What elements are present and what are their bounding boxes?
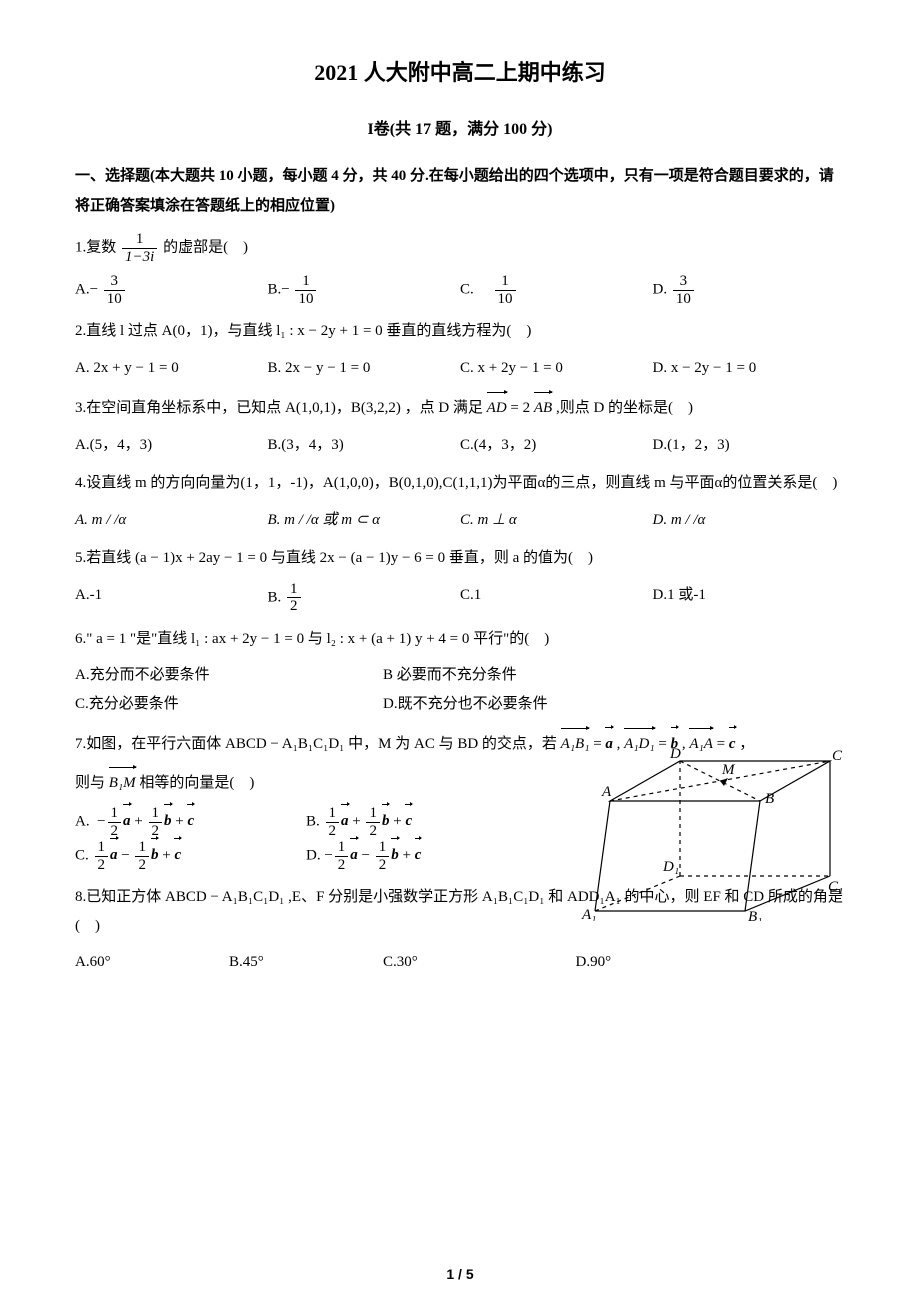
q7-opt-d: D. −12a − 12b + c (306, 839, 537, 873)
q4-opt-b: B. m / /α 或 m ⊂ α (268, 506, 461, 535)
q3-opt-a: A.(5，4，3) (75, 431, 268, 460)
q1-opt-d: D. 310 (653, 273, 846, 307)
q5-opt-b: B. 12 (268, 581, 461, 615)
q6-stem: 6." a = 1 "是"直线 l₁ : ax + 2y − 1 = 0 与 l… (75, 625, 845, 654)
q4-opt-a: A. m / /α (75, 506, 268, 535)
q5-opt-a: A.-1 (75, 581, 268, 615)
q7-opts: A. −12a + 12b + c B. 12a + 12b + c C. 12… (75, 805, 537, 873)
q1-pre: 1.复数 (75, 239, 116, 255)
q6-opt-a: A.充分而不必要条件 (75, 661, 383, 690)
parallelepiped-figure: A B C D M A₁ B₁ C₁ D₁ (570, 746, 845, 921)
q7-opt-b: B. 12a + 12b + c (306, 805, 537, 839)
q2-opts: A. 2x + y − 1 = 0 B. 2x − y − 1 = 0 C. x… (75, 354, 845, 383)
q6-opts: A.充分而不必要条件 B 必要而不充分条件 C.充分必要条件 D.既不充分也不必… (75, 661, 845, 718)
q3-opt-d: D.(1，2，3) (653, 431, 846, 460)
q5-stem: 5.若直线 (a − 1)x + 2ay − 1 = 0 与直线 2x − (a… (75, 544, 845, 573)
q3-opt-b: B.(3，4，3) (268, 431, 461, 460)
vec-AB: AB (534, 392, 552, 423)
label-C: C (832, 748, 843, 764)
page-title: 2021 人大附中高二上期中练习 (75, 55, 845, 87)
page-number: 1 / 5 (0, 1266, 920, 1282)
label-B1: B₁ (748, 909, 762, 921)
q8-opt-c: C.30° (383, 948, 576, 977)
q3-stem: 3.在空间直角坐标系中，已知点 A(1,0,1)，B(3,2,2) ，点 D 满… (75, 392, 845, 423)
q8-opts: A.60° B.45° C.30° D.90° (75, 948, 845, 977)
q2-opt-a: A. 2x + y − 1 = 0 (75, 354, 268, 383)
label-A1: A₁ (581, 907, 596, 921)
page-subtitle: I卷(共 17 题，满分 100 分) (75, 115, 845, 139)
q2-opt-d: D. x − 2y − 1 = 0 (653, 354, 846, 383)
q1-opt-c: C. 110 (460, 273, 653, 307)
q1-stem: 1.复数 1 1−3i 的虚部是( ) (75, 231, 845, 265)
vec-AD: AD (487, 392, 507, 423)
q4-opt-d: D. m / /α (653, 506, 846, 535)
q4-stem: 4.设直线 m 的方向向量为(1，1，-1)，A(1,0,0)，B(0,1,0)… (75, 469, 845, 498)
q1-opt-a: A.− 310 (75, 273, 268, 307)
q8-opt-d: D.90° (576, 948, 769, 977)
label-B: B (765, 791, 774, 807)
q2-opt-c: C. x + 2y − 1 = 0 (460, 354, 653, 383)
label-A: A (601, 784, 612, 800)
label-D1: D₁ (662, 859, 679, 875)
q6-opt-d: D.既不充分也不必要条件 (383, 690, 845, 719)
q3-opts: A.(5，4，3) B.(3，4，3) C.(4，3，2) D.(1，2，3) (75, 431, 845, 460)
q4-opt-c: C. m ⊥ α (460, 506, 653, 535)
q6-opt-b: B 必要而不充分条件 (383, 661, 845, 690)
q7-wrap: 7.如图，在平行六面体 ABCD − A₁B₁C₁D₁ 中，M 为 AC 与 B… (75, 728, 845, 873)
q5-opts: A.-1 B. 12 C.1 D.1 或-1 (75, 581, 845, 615)
q2-stem: 2.直线 l 过点 A(0，1)，与直线 l₁ : x − 2y + 1 = 0… (75, 317, 845, 346)
exam-page: 2021 人大附中高二上期中练习 I卷(共 17 题，满分 100 分) 一、选… (0, 0, 920, 1302)
label-M: M (721, 762, 736, 778)
q5-opt-c: C.1 (460, 581, 653, 615)
q8-opt-b: B.45° (229, 948, 383, 977)
q1-frac: 1 1−3i (122, 231, 157, 265)
label-C1: C₁ (828, 879, 843, 895)
q8-opt-a: A.60° (75, 948, 229, 977)
q1-opts: A.− 310 B.− 110 C. 110 D. 310 (75, 273, 845, 307)
vec-B1M: B₁M (109, 767, 136, 798)
section1-head: 一、选择题(本大题共 10 小题，每小题 4 分，共 40 分.在每小题给出的四… (75, 161, 845, 221)
q1-opt-b: B.− 110 (268, 273, 461, 307)
q1-post: 的虚部是( ) (163, 239, 248, 255)
q7-opt-c: C. 12a − 12b + c (75, 839, 306, 873)
q7-opt-a: A. −12a + 12b + c (75, 805, 306, 839)
q5-opt-d: D.1 或-1 (653, 581, 846, 615)
q2-opt-b: B. 2x − y − 1 = 0 (268, 354, 461, 383)
label-D: D (669, 746, 681, 762)
q3-opt-c: C.(4，3，2) (460, 431, 653, 460)
q4-opts: A. m / /α B. m / /α 或 m ⊂ α C. m ⊥ α D. … (75, 506, 845, 535)
q6-opt-c: C.充分必要条件 (75, 690, 383, 719)
